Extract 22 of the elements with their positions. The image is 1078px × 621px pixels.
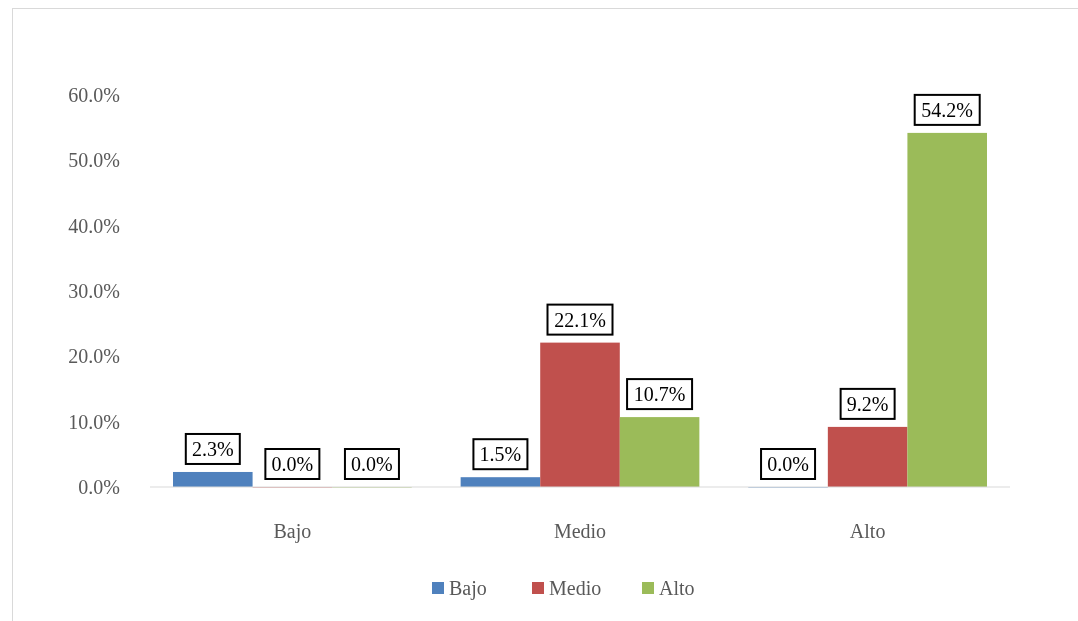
x-tick-label: Bajo (273, 520, 312, 543)
y-tick-label: 40.0% (68, 214, 120, 237)
data-label: 54.2% (921, 98, 974, 121)
x-tick-label: Medio (553, 520, 607, 542)
y-tick-label: 60.0% (68, 84, 120, 106)
data-label: 1.5% (479, 443, 522, 466)
y-tick-label: 30.0% (68, 280, 120, 302)
y-tick-label: 50.0% (68, 149, 120, 172)
data-label: 22.1% (554, 308, 606, 331)
y-tick-label: 0.0% (78, 476, 120, 498)
data-label: 2.3% (191, 437, 234, 460)
data-label: 9.2% (846, 392, 889, 415)
legend-label: Alto (659, 577, 695, 599)
data-label: 0.0% (767, 453, 809, 475)
y-tick-label: 20.0% (68, 345, 120, 368)
data-label: 0.0% (271, 453, 314, 475)
legend-label: Medio (549, 577, 602, 599)
data-label: 0.0% (351, 453, 393, 475)
legend-label: Bajo (449, 577, 487, 600)
data-label: 10.7% (633, 383, 686, 406)
y-tick-label: 10.0% (68, 410, 120, 433)
x-tick-label: Alto (849, 520, 886, 542)
